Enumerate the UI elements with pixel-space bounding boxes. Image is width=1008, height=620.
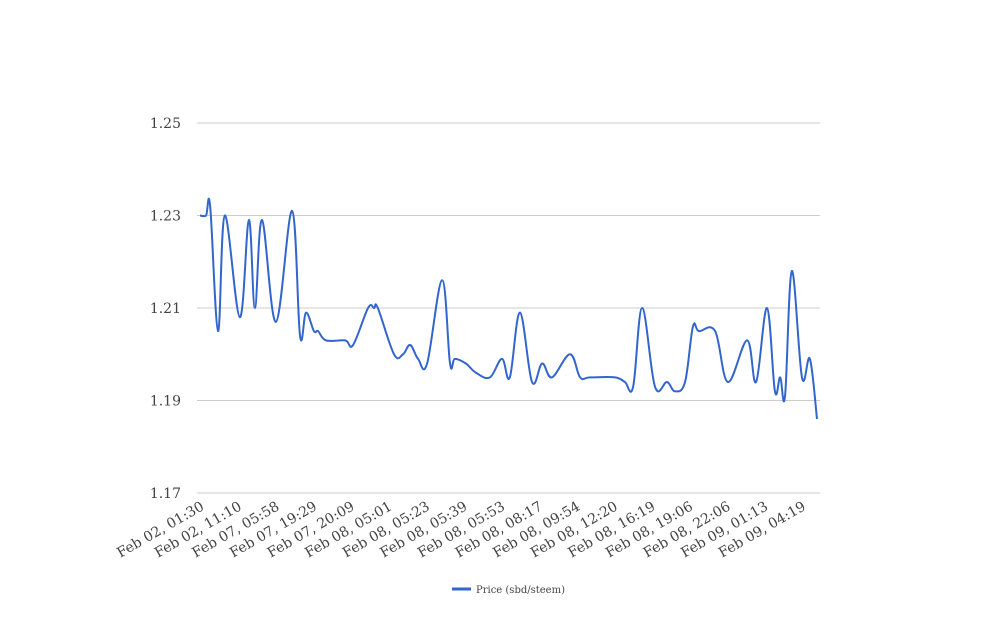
series-line-price <box>199 197 819 420</box>
y-axis-tick-labels: 1.17 1.19 1.21 1.23 1.25 <box>150 116 181 502</box>
y-tick-label: 1.17 <box>150 486 181 502</box>
y-tick-label: 1.25 <box>150 116 181 132</box>
legend-label: Price (sbd/steem) <box>476 585 565 596</box>
series-group <box>199 197 819 420</box>
y-tick-label: 1.23 <box>150 209 181 225</box>
legend[interactable]: Price (sbd/steem) <box>452 585 565 596</box>
y-tick-label: 1.19 <box>150 394 181 410</box>
y-tick-label: 1.21 <box>150 301 181 317</box>
gridlines <box>197 122 820 494</box>
